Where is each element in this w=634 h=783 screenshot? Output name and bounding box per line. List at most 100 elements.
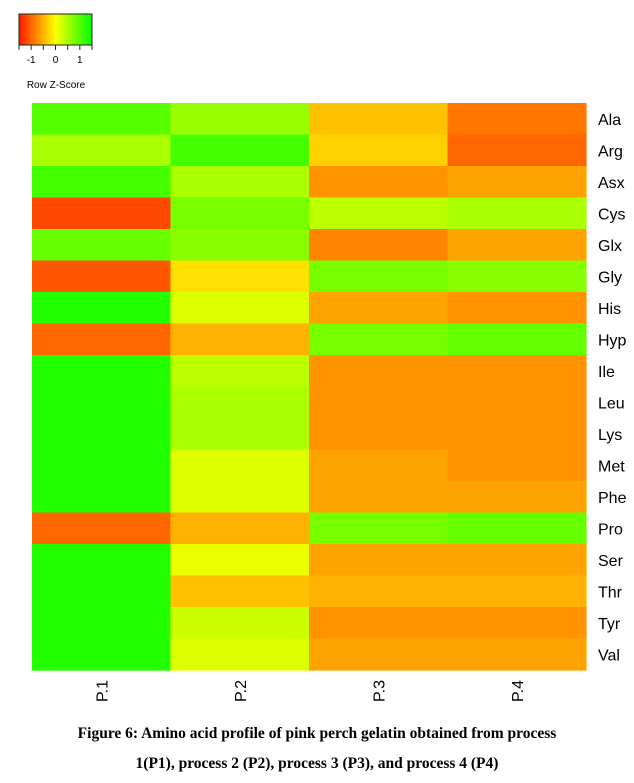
- heatmap-cell: [309, 418, 449, 451]
- heatmap-cell: [32, 134, 172, 167]
- row-label: Asx: [598, 175, 625, 192]
- heatmap-cell: [170, 260, 310, 293]
- heatmap-cell: [447, 449, 587, 482]
- heatmap-cell: [32, 386, 172, 419]
- heatmap-cell: [447, 166, 587, 199]
- row-label: Cys: [598, 206, 626, 223]
- heatmap-cell: [170, 166, 310, 199]
- row-label: Hyp: [598, 332, 627, 349]
- heatmap-cell: [170, 481, 310, 514]
- heatmap-cell: [309, 638, 449, 671]
- heatmap-cell: [32, 638, 172, 671]
- heatmap-cell: [170, 386, 310, 419]
- heatmap-cell: [32, 260, 172, 293]
- color-key-ticks: -1 0 1: [18, 45, 93, 66]
- color-key: -1 0 1 Row Z-Score: [18, 13, 93, 91]
- heatmap-cell: [170, 355, 310, 388]
- row-label: Ile: [598, 364, 615, 381]
- heatmap-cell: [309, 197, 449, 230]
- row-label: Gly: [598, 269, 622, 286]
- heatmap-cell: [447, 575, 587, 608]
- heatmap-cell: [170, 607, 310, 640]
- heatmap-cell: [32, 292, 172, 325]
- heatmap-cell: [32, 103, 172, 136]
- heatmap-cell: [170, 323, 310, 356]
- heatmap-cell: [447, 544, 587, 577]
- row-labels: Ala Arg Asx Cys Glx Gly His Hyp Ile Leu Lys Met Phe P…: [598, 112, 627, 665]
- row-label: Lys: [598, 427, 622, 444]
- heatmap-cell: [447, 134, 587, 167]
- row-label: Tyr: [598, 616, 621, 633]
- heatmap-cell: [447, 260, 587, 293]
- color-key-tick-label: -1: [27, 55, 36, 66]
- heatmap-cell: [447, 323, 587, 356]
- heatmap-cell: [170, 103, 310, 136]
- heatmap-cells: [32, 103, 587, 671]
- row-label: Leu: [598, 395, 625, 412]
- heatmap-cell: [447, 103, 587, 136]
- row-label: Thr: [598, 584, 623, 601]
- heatmap-cell: [32, 323, 172, 356]
- column-labels: P.1 P.2 P.3 P.4: [94, 680, 527, 702]
- heatmap-cell: [309, 229, 449, 262]
- row-label: Met: [598, 458, 625, 475]
- heatmap-cell: [32, 229, 172, 262]
- heatmap-cell: [170, 418, 310, 451]
- heatmap-cell: [309, 166, 449, 199]
- heatmap-cell: [309, 323, 449, 356]
- row-label: Arg: [598, 143, 623, 160]
- color-key-title: Row Z-Score: [27, 80, 86, 91]
- heatmap-cell: [32, 166, 172, 199]
- heatmap-cell: [447, 481, 587, 514]
- color-key-tick-label: 1: [77, 55, 83, 66]
- color-key-tick-label: 0: [53, 55, 59, 66]
- row-label: His: [598, 301, 621, 318]
- heatmap-cell: [32, 544, 172, 577]
- heatmap-cell: [447, 197, 587, 230]
- heatmap-cell: [309, 355, 449, 388]
- heatmap-cell: [309, 481, 449, 514]
- heatmap-cell: [170, 449, 310, 482]
- heatmap-cell: [170, 292, 310, 325]
- row-label: Pro: [598, 521, 623, 538]
- column-label: P.3: [371, 680, 388, 702]
- heatmap-cell: [447, 292, 587, 325]
- heatmap-cell: [309, 260, 449, 293]
- heatmap-chart: Ala Arg Asx Cys Glx Gly His Hyp Ile Leu Lys Met Phe P…: [32, 103, 627, 702]
- heatmap-cell: [309, 544, 449, 577]
- heatmap-cell: [32, 607, 172, 640]
- heatmap-cell: [170, 544, 310, 577]
- heatmap-cell: [32, 449, 172, 482]
- heatmap-cell: [309, 386, 449, 419]
- heatmap-cell: [170, 512, 310, 545]
- figure-caption-line-2: 1(P1), process 2 (P2), process 3 (P3), a…: [135, 755, 499, 772]
- heatmap-cell: [447, 355, 587, 388]
- heatmap-cell: [447, 229, 587, 262]
- heatmap-cell: [170, 229, 310, 262]
- heatmap-cell: [170, 575, 310, 608]
- heatmap-cell: [447, 638, 587, 671]
- figure-caption-line-1: Figure 6: Amino acid profile of pink per…: [77, 725, 557, 742]
- heatmap-cell: [32, 512, 172, 545]
- heatmap-cell: [170, 197, 310, 230]
- heatmap-cell: [447, 418, 587, 451]
- row-label: Ala: [598, 112, 621, 129]
- heatmap-cell: [309, 512, 449, 545]
- row-label: Val: [598, 647, 620, 664]
- heatmap-cell: [170, 638, 310, 671]
- heatmap-cell: [309, 575, 449, 608]
- heatmap-cell: [447, 386, 587, 419]
- column-label: P.2: [233, 680, 250, 702]
- heatmap-cell: [32, 197, 172, 230]
- heatmap-cell: [32, 355, 172, 388]
- heatmap-cell: [32, 481, 172, 514]
- column-label: P.4: [510, 680, 527, 702]
- heatmap-cell: [309, 292, 449, 325]
- heatmap-cell: [309, 449, 449, 482]
- heatmap-cell: [309, 607, 449, 640]
- row-label: Phe: [598, 490, 627, 507]
- column-label: P.1: [94, 680, 111, 702]
- heatmap-cell: [32, 418, 172, 451]
- heatmap-cell: [309, 134, 449, 167]
- color-key-gradient: [18, 13, 93, 46]
